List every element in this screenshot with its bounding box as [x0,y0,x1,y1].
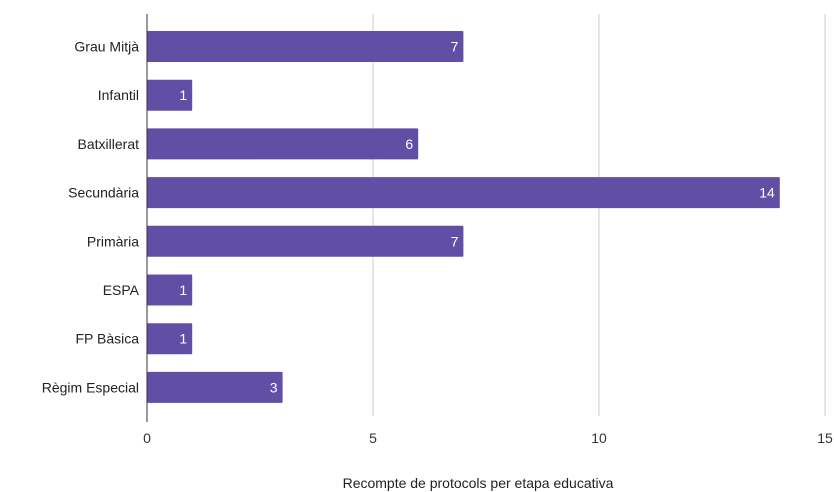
bars: 7 1 6 14 7 1 1 3 [147,31,780,403]
x-tick-1: 5 [369,430,377,446]
bar-2 [147,128,419,160]
category-label-2: Batxillerat [78,136,140,152]
x-tick-labels: 0 5 10 15 [143,430,833,446]
bar-value-label-0: 7 [451,39,459,55]
grid-lines [372,14,826,416]
category-label-0: Grau Mitjà [74,39,139,55]
bar-value-label-1: 1 [179,87,187,103]
bar-0 [147,31,464,62]
bar-5 [147,274,193,306]
bar-7 [147,371,283,403]
bar-value-label-2: 6 [405,136,413,152]
x-tick-0: 0 [143,430,151,446]
bar-value-label-4: 7 [451,233,459,249]
x-tick-2: 10 [591,430,607,446]
category-label-4: Primària [87,233,139,249]
category-label-1: Infantil [98,87,139,103]
bar-3 [147,177,780,209]
category-label-6: FP Bàsica [75,331,139,347]
bar-value-label-3: 14 [759,185,775,201]
bar-4 [147,225,464,257]
x-tick-3: 15 [817,430,833,446]
category-labels: Grau Mitjà Infantil Batxillerat Secundària P… [42,39,140,396]
category-label-5: ESPA [103,282,140,298]
category-label-3: Secundària [68,185,139,201]
x-axis-label: Recompte de protocols per etapa educativ… [343,475,614,491]
bar-6 [147,323,193,355]
bar-value-label-6: 1 [179,331,187,347]
bar-value-label-5: 1 [179,282,187,298]
bar-value-label-7: 3 [270,379,278,395]
category-label-7: Règim Especial [42,379,139,395]
bar-1 [147,79,193,111]
